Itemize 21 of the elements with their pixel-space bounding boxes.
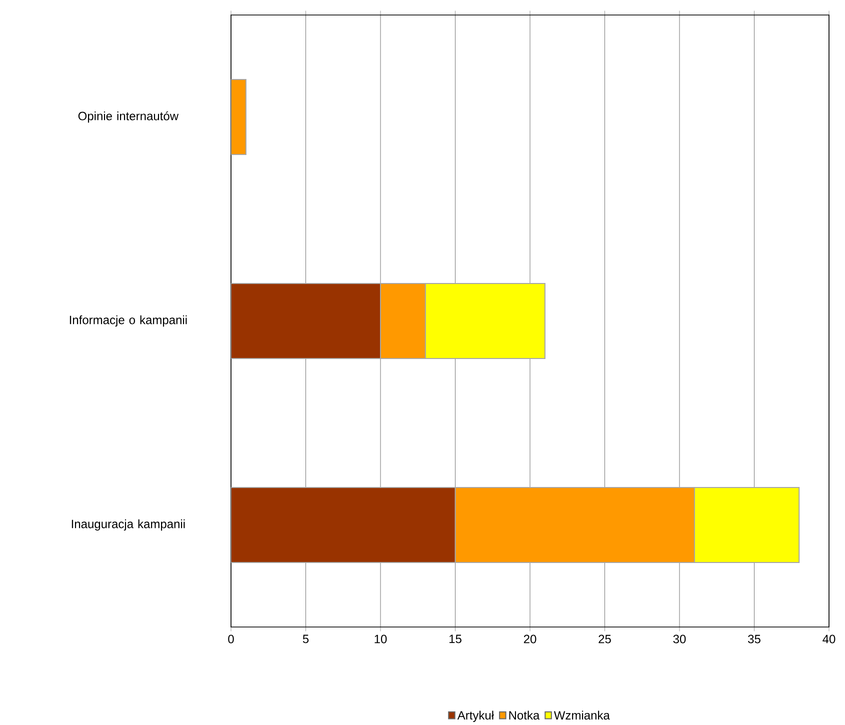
x-tick-label: 10 (374, 634, 387, 644)
x-tick-label: 30 (673, 634, 686, 644)
x-tick-label: 40 (822, 634, 836, 644)
bar (231, 78, 246, 155)
bar (231, 487, 456, 563)
x-tick-label: 35 (748, 634, 760, 644)
legend-label: Wzmianka (554, 710, 610, 720)
y-tick-label: Opinie internautów (78, 111, 179, 123)
x-tick-label: 25 (598, 634, 611, 644)
x-tick-label: 15 (449, 634, 462, 644)
legend-label: Artykuł (457, 710, 494, 722)
legend-label: Notka (509, 710, 540, 720)
x-tick-label: 0 (228, 634, 234, 644)
y-tick-label: Inauguracja kampanii (72, 519, 185, 531)
x-tick-label: 20 (524, 634, 536, 644)
bar (380, 282, 426, 359)
bar (424, 282, 546, 359)
bar (454, 487, 695, 563)
y-tick-label: Informacje o kampanii (70, 315, 187, 327)
bar (231, 282, 382, 359)
x-tick-label: 5 (302, 634, 309, 644)
